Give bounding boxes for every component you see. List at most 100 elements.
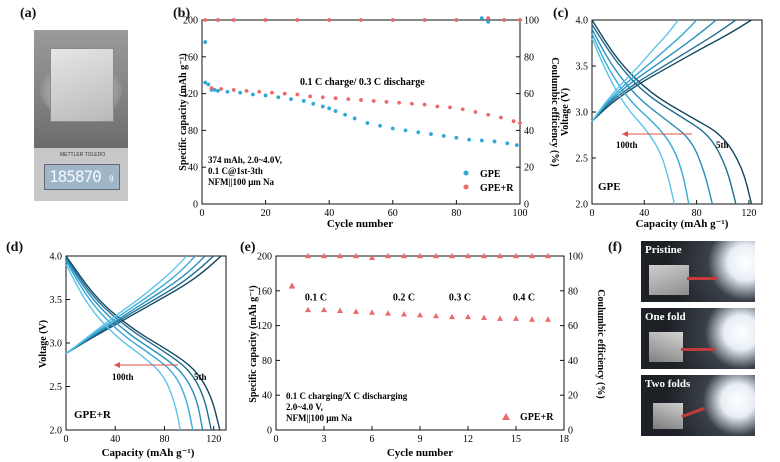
data-point (433, 252, 439, 259)
x-axis-title-b: Cycle number (327, 218, 393, 230)
data-point (479, 138, 484, 143)
y-tick-label: 120 (257, 321, 272, 332)
data-point (369, 309, 375, 315)
plot-frame (591, 19, 763, 205)
discharge-curve (65, 255, 221, 431)
annotation-rate: 0.1 C@1st-3th (208, 166, 263, 176)
y-axis-title-d: Voltage (V) (38, 320, 49, 368)
data-point (263, 93, 268, 98)
x-axis-title-d: Capacity (mAh g⁻¹) (102, 447, 195, 459)
data-point (481, 252, 487, 259)
legend-marker-gpe (463, 170, 469, 176)
x-tick-label: 0 (274, 434, 279, 445)
x-tick-label: 0 (64, 434, 69, 445)
discharge-curve (591, 24, 737, 205)
data-point (441, 134, 446, 138)
data-point (502, 18, 506, 22)
balance-display: 185870 g (44, 164, 120, 190)
y-tick-label: 200 (257, 252, 272, 263)
x-tick-label: 120 (206, 434, 221, 445)
data-point (513, 315, 519, 321)
data-point (231, 18, 236, 22)
data-point (289, 282, 295, 288)
data-point (384, 99, 389, 104)
x-axis-title-c: Capacity (mAh g⁻¹) (636, 218, 729, 230)
data-point (203, 40, 208, 44)
panel-label-f: (f) (608, 240, 622, 255)
y-tick-label: 120 (183, 89, 198, 100)
data-point (401, 311, 407, 317)
data-point (403, 128, 408, 133)
balance-unit: g (109, 173, 114, 182)
data-point (337, 307, 343, 314)
x-tick-label: 40 (324, 208, 334, 219)
data-point (513, 252, 519, 259)
panel-label-c: (c) (553, 6, 569, 21)
y-tick-label: 4.0 (576, 16, 589, 27)
annotation-cell-e: NFM||100 μm Na (286, 413, 353, 423)
x-tick-label: 20 (261, 208, 271, 219)
legend-label-gpe: GPE (480, 169, 501, 180)
panel-label-b: (b) (173, 6, 191, 21)
x-tick-label: 9 (418, 434, 423, 445)
data-point (449, 313, 455, 320)
x-tick-label: 18 (559, 434, 569, 445)
y2-tick-label: 100 (568, 252, 583, 263)
data-point (449, 252, 455, 259)
y2-tick-label: 100 (524, 16, 539, 27)
data-point (203, 18, 208, 22)
photo-pristine: Pristine (641, 241, 755, 302)
data-point (216, 88, 220, 93)
data-point (479, 16, 484, 21)
y-tick-label: 200 (183, 16, 198, 27)
marks-d (65, 255, 222, 431)
data-point (308, 94, 313, 99)
y2-tick-label: 0 (524, 200, 529, 211)
y2-tick-label: 20 (568, 391, 578, 402)
data-point (497, 315, 503, 321)
data-point (401, 252, 407, 259)
data-point (353, 308, 359, 314)
data-point (212, 88, 217, 92)
data-point (497, 252, 503, 259)
data-point (417, 311, 423, 318)
data-point (467, 137, 472, 142)
pouch-cell-one-fold (649, 332, 683, 362)
data-point (289, 97, 293, 102)
data-point (320, 95, 325, 100)
data-point (321, 252, 327, 259)
data-point (465, 252, 471, 259)
discharge-curve (65, 264, 182, 431)
x-tick-label: 100 (513, 208, 528, 219)
data-point (545, 252, 551, 259)
marks-b (203, 16, 522, 148)
y2-tick-label: 0 (568, 426, 573, 437)
y-tick-label: 0 (267, 426, 272, 437)
data-point (216, 18, 220, 22)
marks-c (591, 19, 753, 205)
data-point (390, 18, 395, 22)
wire-red (687, 277, 717, 280)
y-tick-label: 3.0 (576, 108, 589, 119)
plot-frame (65, 255, 227, 431)
y-tick-label: 2.5 (576, 154, 589, 165)
data-point (305, 306, 311, 313)
data-point (518, 18, 522, 22)
data-point (270, 90, 274, 95)
pouch-cell (50, 48, 114, 122)
data-point (499, 115, 503, 120)
pouch-cell-pristine (649, 265, 689, 295)
y2-tick-label: 80 (568, 286, 578, 297)
y2-tick-label: 60 (568, 321, 578, 332)
data-point (282, 91, 287, 96)
y-tick-label: 40 (262, 391, 272, 402)
legend-label-d: GPE+R (74, 409, 112, 421)
data-point (409, 101, 414, 106)
discharge-curve (591, 19, 753, 205)
arrowhead-d (114, 362, 120, 368)
data-point (238, 90, 243, 95)
data-point (460, 107, 465, 112)
data-point (359, 98, 363, 102)
